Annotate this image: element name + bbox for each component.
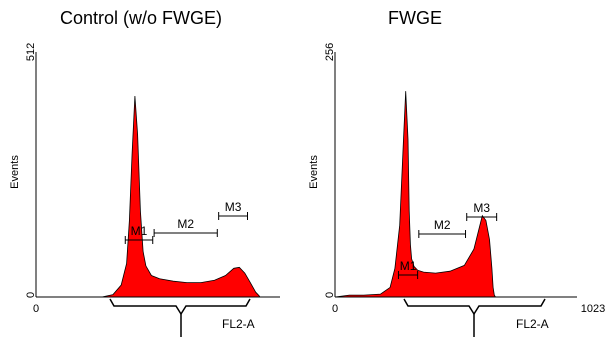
y-tick-label: 256 <box>324 43 336 61</box>
gate-label: M2 <box>434 218 451 232</box>
chart-title: Control (w/o FWGE) <box>60 8 222 28</box>
marks: M1 M2 M3 <box>36 95 261 298</box>
histogram-area <box>36 95 261 298</box>
range-brace <box>109 298 251 316</box>
y-tick-label: 0 <box>324 292 336 298</box>
y-tick-label: 512 <box>25 43 37 61</box>
range-brace <box>403 298 546 316</box>
x-axis-label: FL2-A <box>516 317 549 331</box>
gate-label: M3 <box>225 200 242 214</box>
panel-fwge: FWGE Events 0 256 0 1023 M1 M2 M3 FL2-A <box>308 8 605 337</box>
gate-marker <box>397 271 419 279</box>
gate-marker <box>218 212 249 220</box>
gate-label: M3 <box>473 201 490 215</box>
y-tick-label: 0 <box>25 292 37 298</box>
gate-label: M1 <box>131 224 148 238</box>
gate-marker <box>418 230 467 238</box>
y-axis-label: Events <box>308 155 320 189</box>
panel-control: Control (w/o FWGE) Events 0 512 0 M1 M2 M3… <box>9 8 280 337</box>
gate-label: M1 <box>400 259 417 273</box>
x-tick-label: 0 <box>33 303 39 315</box>
gate-marker <box>153 229 218 237</box>
histogram-area <box>334 91 497 298</box>
gate-marker <box>466 213 498 221</box>
gate-label: M2 <box>177 217 194 231</box>
x-tick-label: 1023 <box>581 303 605 315</box>
chart-title: FWGE <box>388 8 442 28</box>
x-axis-label: FL2-A <box>222 317 255 331</box>
x-tick-label: 0 <box>332 303 338 315</box>
gate-marker <box>124 236 154 244</box>
y-axis-label: Events <box>9 155 21 189</box>
marks: M1 M2 M3 <box>334 91 498 298</box>
